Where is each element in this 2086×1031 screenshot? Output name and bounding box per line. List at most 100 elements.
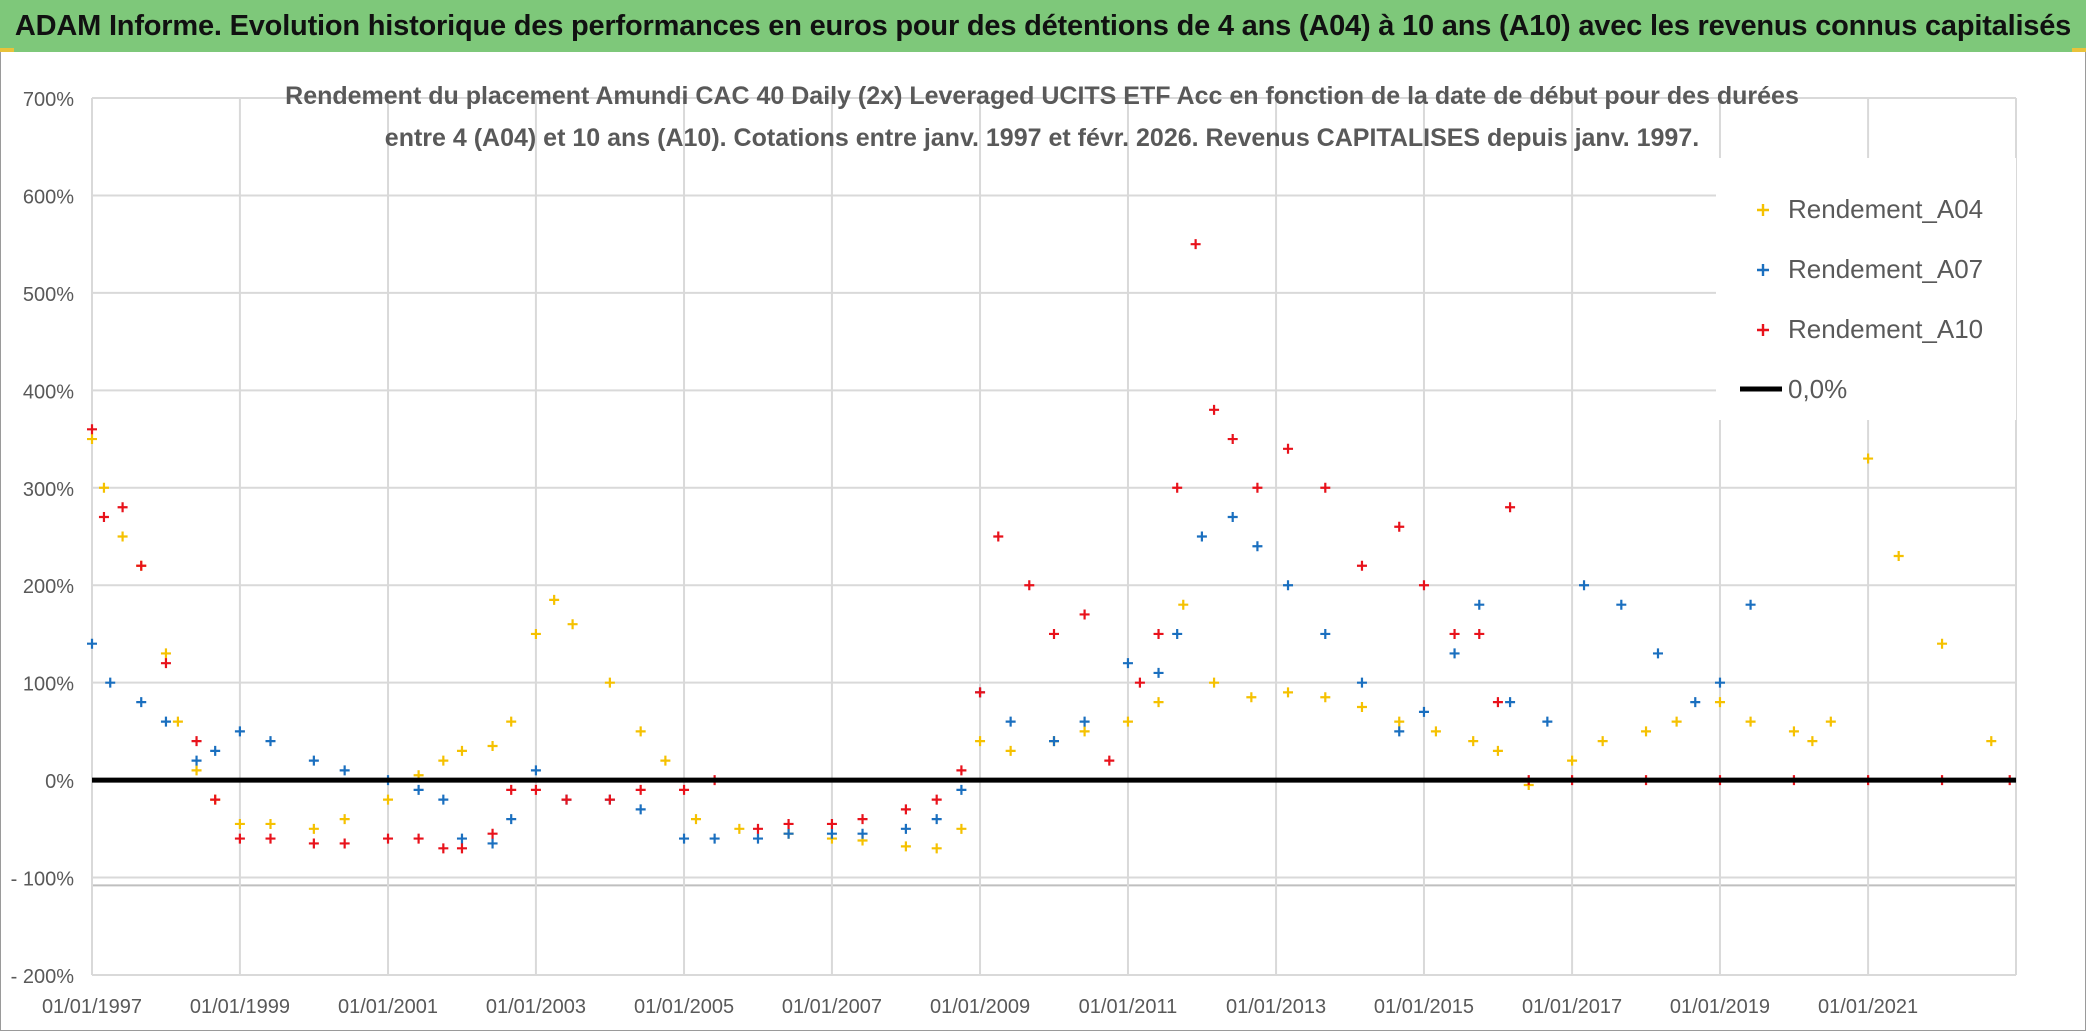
data-point: [265, 736, 276, 747]
data-point: [975, 736, 986, 747]
data-point: [1893, 550, 1904, 561]
data-point: [160, 648, 171, 659]
data-point: [1714, 677, 1725, 688]
legend-background: [1716, 158, 2016, 420]
data-point: [1671, 716, 1682, 727]
data-point: [1122, 658, 1133, 669]
data-point: [506, 784, 517, 795]
data-point: [709, 833, 720, 844]
data-point: [679, 784, 690, 795]
x-tick-label: 01/01/2011: [1079, 996, 1178, 1018]
data-point: [1745, 716, 1756, 727]
x-axis-ticks: 01/01/1997 01/01/1999 01/01/2001 01/01/2003…: [42, 996, 1918, 1018]
data-point: [1690, 697, 1701, 708]
data-point: [679, 833, 690, 844]
y-tick-label: 0%: [45, 771, 74, 793]
data-point: [1616, 599, 1627, 610]
data-point: [210, 794, 221, 805]
data-point: [1449, 648, 1460, 659]
data-point: [1049, 736, 1059, 747]
data-point: [438, 755, 449, 766]
data-point: [1356, 560, 1367, 571]
data-point: [690, 814, 701, 825]
data-point: [635, 726, 646, 737]
data-point: [383, 794, 394, 805]
data-point: [160, 658, 171, 669]
data-point: [98, 512, 109, 523]
x-tick-label: 01/01/2013: [1226, 996, 1326, 1018]
data-point: [931, 794, 942, 805]
data-point: [1863, 453, 1874, 464]
data-point: [1788, 726, 1799, 737]
legend-item-a07: Rendement_A07: [1757, 254, 1983, 284]
data-point: [339, 838, 350, 849]
data-point: [1196, 531, 1207, 542]
data-point: [1745, 599, 1756, 610]
data-point: [1542, 716, 1553, 727]
data-point: [1283, 687, 1294, 698]
data-point: [456, 833, 467, 844]
data-point: [561, 794, 572, 805]
data-point: [1178, 599, 1189, 610]
x-tick-label: 01/01/2021: [1818, 996, 1918, 1018]
data-point: [339, 765, 350, 776]
data-point: [1209, 404, 1220, 415]
x-tick-label: 01/01/2001: [338, 996, 438, 1018]
data-point: [1153, 697, 1164, 708]
data-point: [438, 794, 449, 805]
data-point: [1505, 697, 1516, 708]
data-point: [87, 424, 97, 435]
data-point: [172, 716, 183, 727]
data-point: [1449, 628, 1460, 639]
data-point: [826, 828, 837, 839]
data-point: [1283, 580, 1294, 591]
y-tick-label: - 100%: [11, 869, 75, 891]
data-point: [339, 814, 350, 825]
data-point: [1209, 677, 1220, 688]
data-point: [1356, 677, 1367, 688]
data-point: [1190, 239, 1201, 250]
data-point: [191, 765, 202, 776]
data-point: [1714, 697, 1725, 708]
data-point: [549, 594, 560, 605]
data-point: [1227, 512, 1238, 523]
legend-item-a10: Rendement_A10: [1757, 314, 1983, 344]
data-point: [308, 838, 319, 849]
data-point: [1246, 692, 1257, 703]
data-point: [1049, 628, 1059, 639]
data-point: [783, 828, 794, 839]
data-point: [413, 784, 424, 795]
y-tick-label: 700%: [23, 89, 74, 111]
data-point: [956, 823, 967, 834]
data-point: [1153, 667, 1164, 678]
data-point: [752, 833, 763, 844]
data-point: [1394, 716, 1405, 727]
data-point: [1104, 755, 1115, 766]
data-point: [783, 818, 794, 829]
data-point: [530, 628, 541, 639]
data-point: [1825, 716, 1836, 727]
data-point: [660, 755, 671, 766]
legend-marker-a04: [1757, 204, 1769, 216]
y-tick-label: 100%: [23, 674, 74, 696]
data-point: [1005, 745, 1016, 756]
data-point: [1005, 716, 1016, 727]
data-point: [635, 784, 646, 795]
data-point: [1418, 580, 1429, 591]
data-point: [487, 838, 498, 849]
y-axis-ticks: 700% 600% 500% 400% 300% 200% 100% 0% - 100% - 20…: [11, 89, 75, 988]
chart-title: Rendement du placement Amundi CAC 40 Dai…: [285, 82, 1799, 152]
data-point: [1320, 482, 1331, 493]
data-point: [567, 619, 578, 630]
data-point: [1937, 638, 1948, 649]
data-point: [530, 784, 541, 795]
data-point: [752, 823, 763, 834]
data-point: [234, 818, 245, 829]
legend: Rendement_A04 Rendement_A07 Rendement_A1…: [1716, 158, 2016, 420]
data-point: [1252, 541, 1263, 552]
data-point: [1474, 628, 1485, 639]
data-point: [136, 560, 147, 571]
legend-plus-icon: [1757, 264, 1769, 276]
legend-marker-a10: [1757, 324, 1769, 336]
chart-title-line-1: Rendement du placement Amundi CAC 40 Dai…: [285, 82, 1799, 110]
